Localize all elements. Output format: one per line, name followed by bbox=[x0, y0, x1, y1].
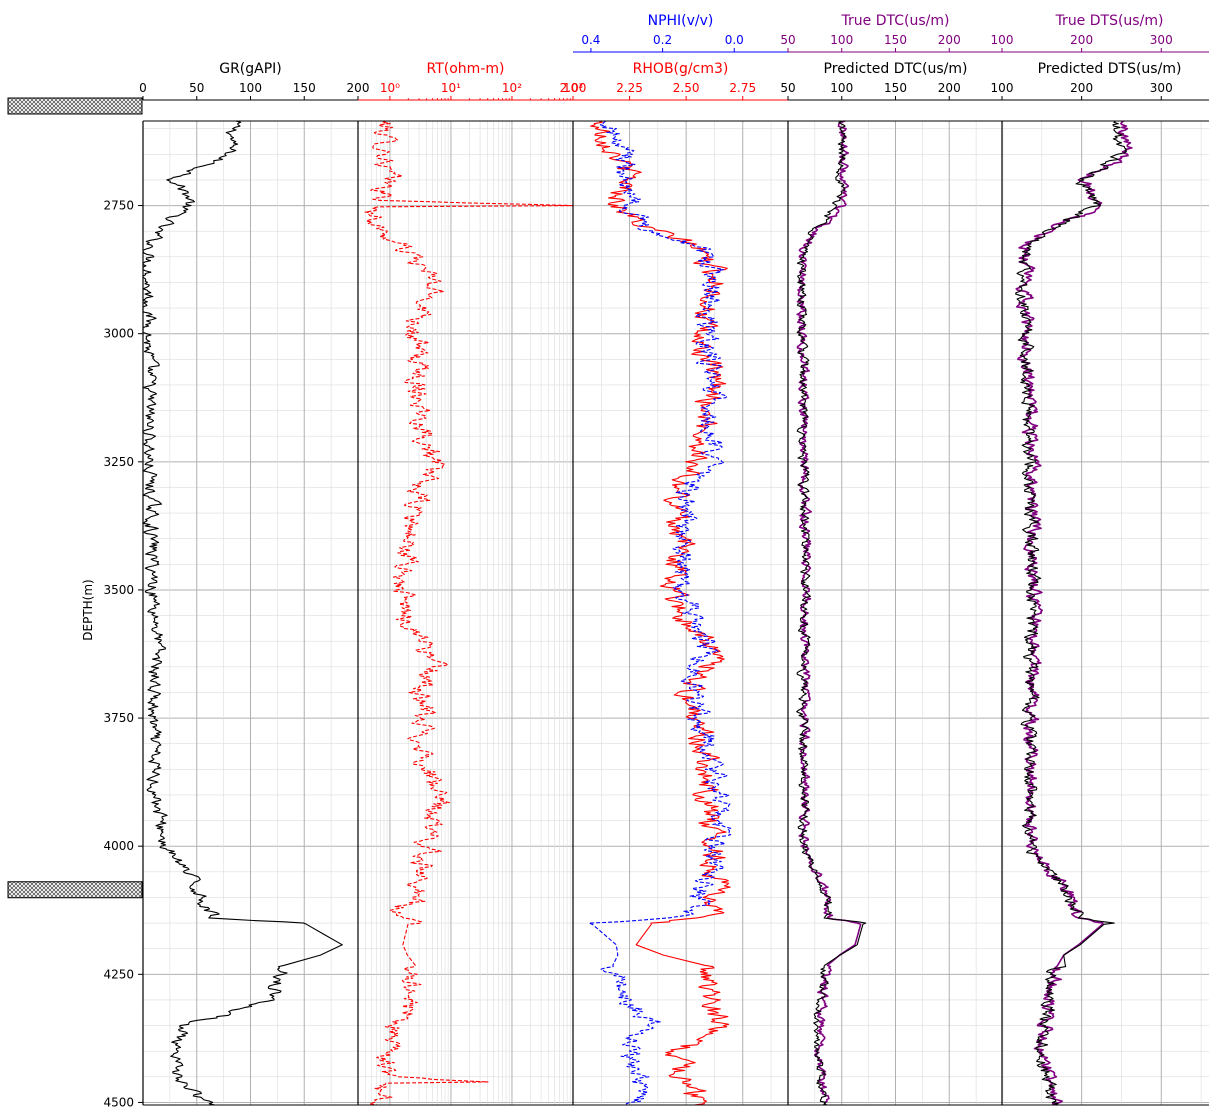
axis-tick-label: 50 bbox=[189, 81, 204, 95]
axis-tick-label: 10¹ bbox=[441, 81, 461, 95]
depth-axis: DEPTH(m) 2750 3000 3250 3500 3750 4000 4250 450… bbox=[81, 199, 143, 1109]
axis-tick-label: 150 bbox=[884, 33, 907, 47]
curve-predicted-dtc-us-m bbox=[796, 120, 867, 1106]
axis-tick-label: 0.0 bbox=[725, 33, 744, 47]
axis-title: RHOB(g/cm3) bbox=[633, 61, 729, 77]
axis-title: True DTC(us/m) bbox=[841, 13, 950, 29]
depth-tick-label: 3500 bbox=[103, 583, 134, 597]
axis-tick-label: 300 bbox=[1150, 81, 1173, 95]
axis-tick-label: 150 bbox=[293, 81, 316, 95]
axis-title: Predicted DTS(us/m) bbox=[1038, 61, 1182, 77]
depth-tick-label: 2750 bbox=[103, 199, 134, 213]
boundary-marker bbox=[7, 881, 143, 899]
axis-title: NPHI(v/v) bbox=[648, 13, 714, 29]
axis-tick-label: 2.50 bbox=[673, 81, 700, 95]
axis-tick-label: 200 bbox=[938, 81, 961, 95]
depth-tick-label: 3250 bbox=[103, 455, 134, 469]
grid-layer bbox=[142, 121, 1209, 1105]
axis-title: True DTS(us/m) bbox=[1055, 13, 1164, 29]
axis-title: GR(gAPI) bbox=[219, 61, 282, 77]
track-header-gr-0: 0 50 100 150 200 GR(gAPI) bbox=[139, 61, 370, 101]
track-header-dts-0: 100 200 300 Predicted DTS(us/m) bbox=[991, 61, 1209, 101]
track-header-dts-1: 100 200 300 True DTS(us/m) bbox=[991, 13, 1209, 53]
axis-tick-label: 0.2 bbox=[653, 33, 672, 47]
axis-tick-label: 10⁰ bbox=[380, 81, 400, 95]
axis-tick-label: 200 bbox=[938, 33, 961, 47]
depth-tick-label: 4000 bbox=[103, 839, 134, 853]
axis-title: RT(ohm-m) bbox=[427, 61, 505, 77]
axis-tick-label: 100 bbox=[991, 33, 1014, 47]
axis-tick-label: 0 bbox=[139, 81, 147, 95]
axis-title: Predicted DTC(us/m) bbox=[824, 61, 968, 77]
track-header-dtc-0: 50 100 150 200 Predicted DTC(us/m) bbox=[780, 61, 1003, 101]
axis-tick-label: 2.00 bbox=[560, 81, 587, 95]
boundary-marker bbox=[7, 97, 143, 115]
axis-tick-label: 2.75 bbox=[729, 81, 756, 95]
axis-tick-label: 100 bbox=[830, 81, 853, 95]
axis-tick-label: 0.4 bbox=[581, 33, 600, 47]
depth-tick-label: 3000 bbox=[103, 327, 134, 341]
depth-tick-label: 4250 bbox=[103, 967, 134, 981]
axis-tick-label: 150 bbox=[884, 81, 907, 95]
track-header-dtc-1: 50 100 150 200 True DTC(us/m) bbox=[780, 13, 1003, 53]
depth-axis-label: DEPTH(m) bbox=[81, 579, 95, 640]
axis-tick-label: 10³ bbox=[563, 81, 583, 95]
frame-layer bbox=[142, 120, 1209, 1106]
axis-tick-label: 2.25 bbox=[616, 81, 643, 95]
axis-tick-label: 200 bbox=[347, 81, 370, 95]
track-headers: 0 50 100 150 200 GR(gAPI) 10⁰ 10¹ 10² 10³ RT(ohm-m… bbox=[139, 13, 1209, 101]
curve-true-dtc-us-m bbox=[796, 120, 862, 1106]
axis-tick-label: 10² bbox=[502, 81, 522, 95]
curve-layer bbox=[142, 120, 1133, 1106]
track-header-rhob-nphi-1: 0.4 0.2 0.0 NPHI(v/v) bbox=[573, 13, 788, 53]
curve-nphi-v-v bbox=[588, 120, 732, 1106]
axis-tick-label: 300 bbox=[1150, 33, 1173, 47]
track-header-rt-0: 10⁰ 10¹ 10² 10³ RT(ohm-m) bbox=[358, 61, 583, 101]
axis-tick-label: 100 bbox=[991, 81, 1014, 95]
depth-tick-label: 3750 bbox=[103, 711, 134, 725]
axis-tick-label: 200 bbox=[1070, 81, 1093, 95]
boundary-markers bbox=[7, 97, 143, 899]
curve-predicted-dts-us-m bbox=[1015, 120, 1128, 1106]
axis-tick-label: 50 bbox=[780, 81, 795, 95]
axis-tick-label: 50 bbox=[780, 33, 795, 47]
curve-gr-gapi bbox=[142, 120, 343, 1106]
axis-tick-label: 100 bbox=[239, 81, 262, 95]
axis-tick-label: 200 bbox=[1070, 33, 1093, 47]
axis-tick-label: 100 bbox=[830, 33, 853, 47]
depth-tick-label: 4500 bbox=[103, 1095, 134, 1109]
